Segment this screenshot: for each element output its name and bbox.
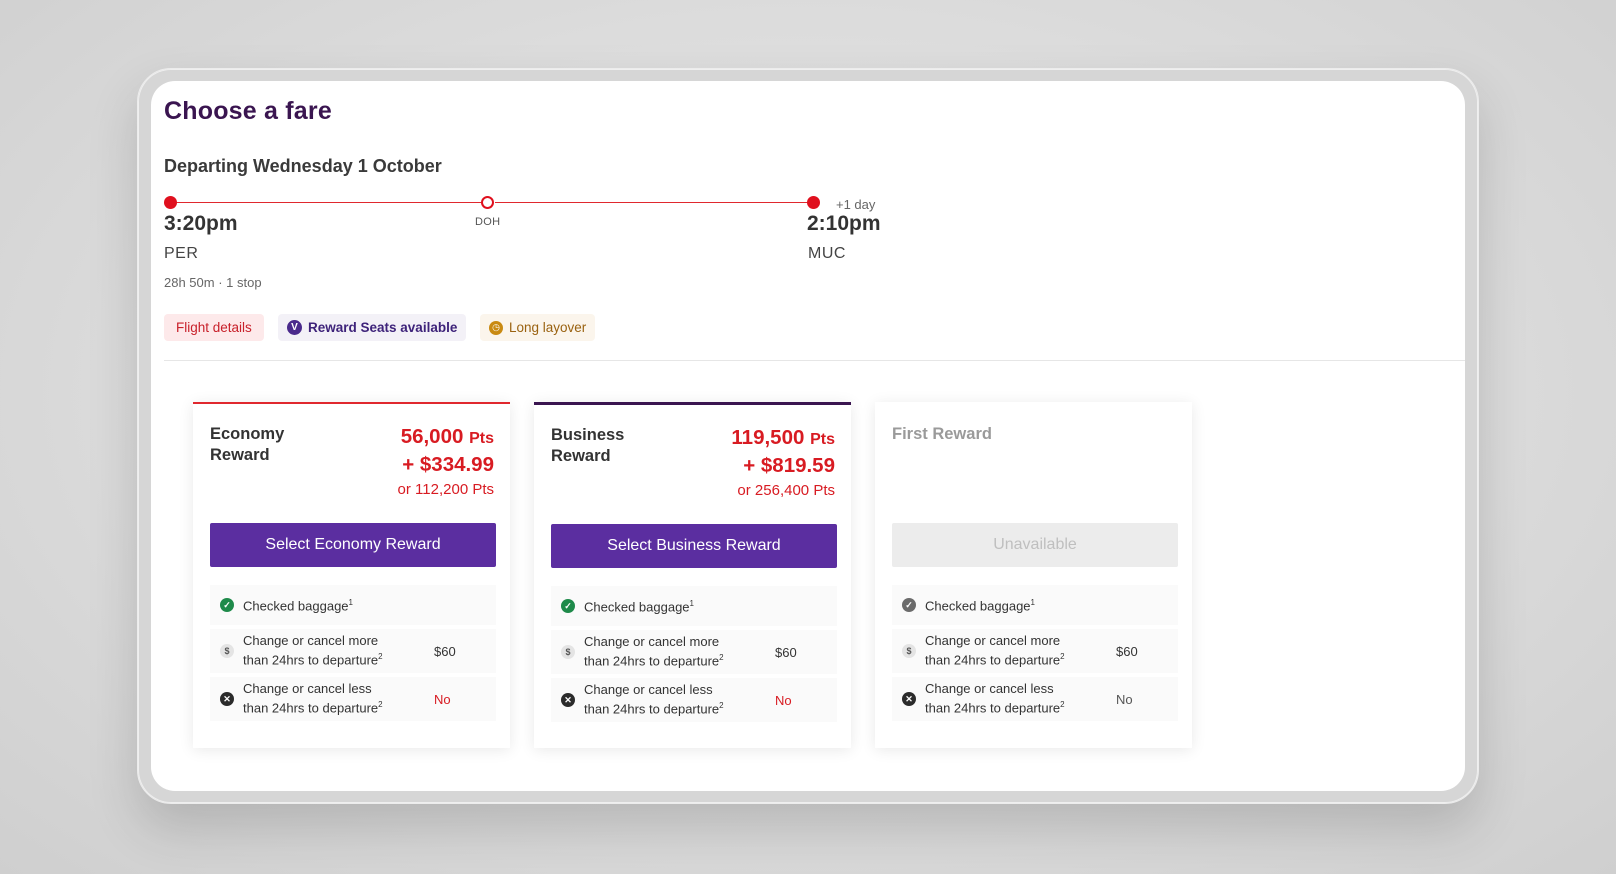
unavailable-button: Unavailable: [892, 523, 1178, 567]
origin-airport-code: PER: [164, 245, 199, 262]
flight-details-label: Flight details: [176, 320, 252, 335]
feature-value: $60: [434, 643, 456, 659]
select-business-button[interactable]: Select Business Reward: [551, 524, 837, 568]
origin-dot: [164, 196, 177, 209]
dollar-icon: $: [902, 644, 916, 658]
fare-points-alternative: or 112,200 Pts: [397, 481, 494, 498]
clock-icon: ◷: [489, 320, 503, 335]
duration-stops: 28h 50m · 1 stop: [164, 275, 262, 290]
feature-change-less-24hrs: ✕ Change or cancel less than 24hrs to dep…: [210, 677, 496, 721]
check-circle-icon: ✓: [902, 598, 916, 612]
feature-label: Change or cancel more than 24hrs to depar…: [584, 634, 724, 669]
feature-checked-baggage: ✓ Checked baggage1: [210, 585, 496, 625]
feature-label: Change or cancel less than 24hrs to depar…: [584, 682, 724, 717]
arrival-time: 2:10pm: [807, 212, 881, 235]
departure-date-heading: Departing Wednesday 1 October: [164, 156, 442, 176]
fare-selection-screen: Choose a fare Departing Wednesday 1 Octo…: [151, 81, 1465, 791]
check-circle-icon: ✓: [220, 598, 234, 612]
feature-value: No: [434, 691, 451, 707]
feature-checked-baggage: ✓ Checked baggage1: [892, 585, 1178, 625]
points-unit: Pts: [810, 431, 835, 448]
reward-seats-label: Reward Seats available: [308, 320, 458, 335]
feature-label: Change or cancel less than 24hrs to depar…: [243, 681, 383, 716]
select-economy-button[interactable]: Select Economy Reward: [210, 523, 496, 567]
feature-value: No: [775, 692, 792, 708]
x-circle-icon: ✕: [561, 693, 575, 707]
stopover-airport-code: DOH: [475, 216, 501, 228]
fare-features: ✓ Checked baggage1 $ Change or cancel mo…: [892, 585, 1178, 725]
feature-label: Checked baggage1: [584, 599, 694, 615]
feature-checked-baggage: ✓ Checked baggage1: [551, 586, 837, 626]
feature-label: Checked baggage1: [243, 598, 353, 614]
reward-seats-badge: V Reward Seats available: [278, 314, 467, 341]
velocity-icon: V: [287, 320, 302, 335]
long-layover-label: Long layover: [509, 320, 587, 335]
feature-change-less-24hrs: ✕ Change or cancel less than 24hrs to dep…: [551, 678, 837, 722]
fare-cash: + $334.99: [402, 453, 494, 476]
departure-time: 3:20pm: [164, 212, 238, 235]
feature-change-more-24hrs: $ Change or cancel more than 24hrs to dep…: [892, 629, 1178, 673]
first-fare-card: First Reward Unavailable ✓ Checked bagga…: [875, 402, 1192, 748]
fare-features: ✓ Checked baggage1 $ Change or cancel mo…: [210, 585, 496, 725]
feature-change-more-24hrs: $ Change or cancel more than 24hrs to dep…: [210, 629, 496, 673]
feature-value: $60: [1116, 643, 1138, 659]
fare-name: Business Reward: [551, 426, 625, 465]
feature-change-more-24hrs: $ Change or cancel more than 24hrs to dep…: [551, 630, 837, 674]
feature-label: Change or cancel more than 24hrs to depar…: [243, 633, 383, 668]
route-line-segment-2: [495, 202, 813, 203]
fare-cash: + $819.59: [743, 454, 835, 477]
feature-value: $60: [775, 644, 797, 660]
plus-day-label: +1 day: [836, 197, 876, 212]
fare-name: Economy Reward: [210, 425, 285, 464]
points-unit: Pts: [469, 430, 494, 447]
page-title: Choose a fare: [164, 97, 332, 125]
section-divider: [164, 360, 1465, 361]
fare-points: 119,500: [731, 426, 805, 449]
dollar-icon: $: [561, 645, 575, 659]
x-circle-icon: ✕: [220, 692, 234, 706]
destination-airport-code: MUC: [808, 245, 846, 262]
destination-dot: [807, 196, 820, 209]
fare-points-alternative: or 256,400 Pts: [737, 482, 835, 499]
business-fare-card: Business Reward 119,500 Pts + $819.59 or…: [534, 402, 851, 748]
fare-price: 56,000 Pts + $334.99: [401, 424, 494, 478]
x-circle-icon: ✕: [902, 692, 916, 706]
dollar-icon: $: [220, 644, 234, 658]
feature-label: Checked baggage1: [925, 598, 1035, 614]
long-layover-badge: ◷ Long layover: [480, 314, 596, 341]
fare-name: First Reward: [892, 425, 992, 443]
fare-price: 119,500 Pts + $819.59: [731, 425, 835, 479]
economy-fare-card: Economy Reward 56,000 Pts + $334.99 or 1…: [193, 402, 510, 748]
fare-points: 56,000: [400, 425, 464, 448]
feature-label: Change or cancel more than 24hrs to depar…: [925, 633, 1065, 668]
feature-label: Change or cancel less than 24hrs to depar…: [925, 681, 1065, 716]
feature-change-less-24hrs: ✕ Change or cancel less than 24hrs to dep…: [892, 677, 1178, 721]
stopover-dot: [481, 196, 494, 209]
flight-details-link[interactable]: Flight details: [164, 314, 264, 341]
route-line-segment-1: [171, 202, 491, 203]
check-circle-icon: ✓: [561, 599, 575, 613]
feature-value: No: [1116, 691, 1133, 707]
fare-features: ✓ Checked baggage1 $ Change or cancel mo…: [551, 586, 837, 726]
